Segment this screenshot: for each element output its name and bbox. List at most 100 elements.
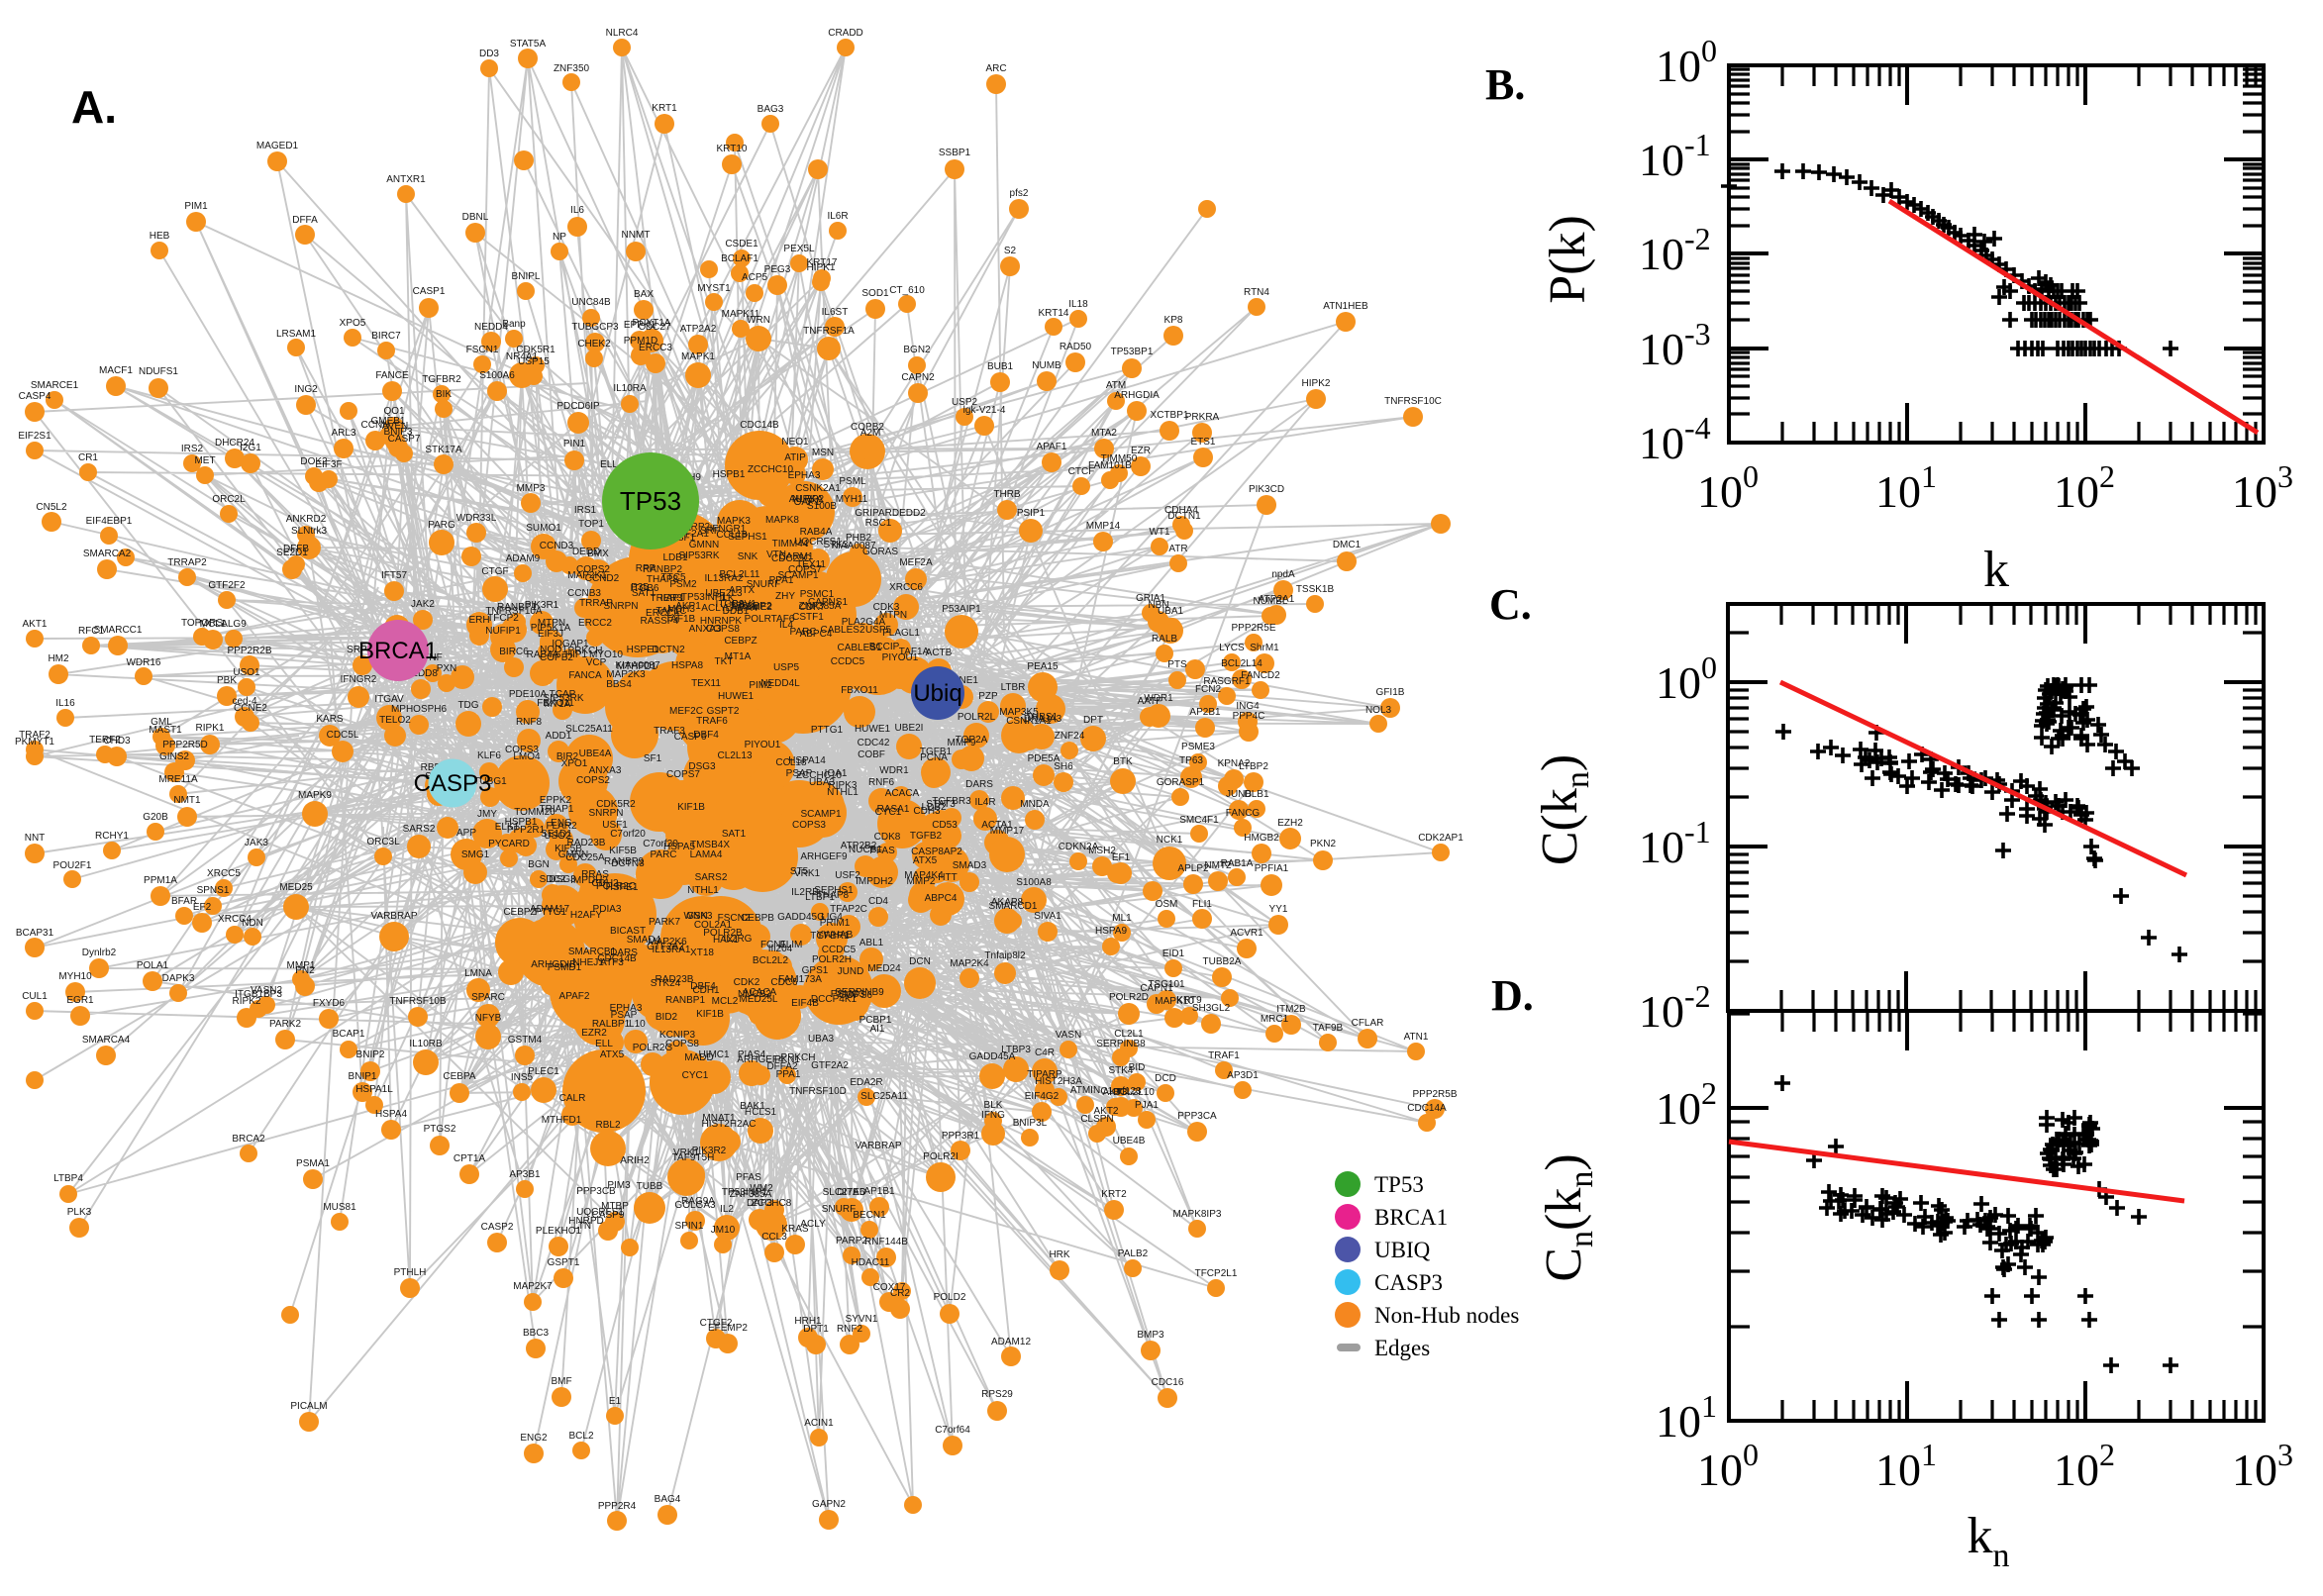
svg-text:PPM1A: PPM1A	[144, 875, 177, 886]
svg-text:GAPN2: GAPN2	[812, 1499, 846, 1510]
svg-text:LAMA4: LAMA4	[726, 603, 758, 614]
svg-text:KIF5B: KIF5B	[555, 844, 582, 854]
svg-text:CDK2: CDK2	[734, 977, 760, 988]
svg-text:VARBRAP: VARBRAP	[370, 911, 417, 922]
svg-text:THBS1: THBS1	[1026, 712, 1059, 723]
svg-text:APAF1: APAF1	[1037, 442, 1067, 452]
svg-text:GMNN: GMNN	[689, 540, 720, 550]
svg-text:UBE4B: UBE4B	[1113, 1136, 1146, 1147]
svg-text:FBXO11: FBXO11	[841, 685, 878, 696]
svg-text:MAPK8IP3: MAPK8IP3	[1173, 1209, 1222, 1220]
svg-text:MACF1: MACF1	[99, 365, 133, 376]
svg-text:BID: BID	[1129, 1062, 1146, 1073]
svg-text:IFT57: IFT57	[381, 570, 408, 581]
svg-text:Ifi204: Ifi204	[768, 944, 793, 954]
svg-text:UQCRFS1: UQCRFS1	[576, 1207, 624, 1218]
svg-text:CASP2: CASP2	[481, 1222, 514, 1233]
svg-text:NUCB2: NUCB2	[738, 989, 771, 1000]
svg-text:PJA1: PJA1	[1135, 1100, 1159, 1111]
svg-text:DCD: DCD	[1155, 1073, 1176, 1084]
svg-text:CEBPZ: CEBPZ	[724, 636, 757, 647]
svg-text:COPS7: COPS7	[666, 769, 700, 780]
svg-text:CDH3: CDH3	[913, 806, 941, 817]
svg-text:YWHAB: YWHAB	[817, 930, 854, 941]
svg-text:PPFIA1: PPFIA1	[1255, 863, 1289, 874]
svg-text:MSH3: MSH3	[667, 604, 695, 615]
svg-text:PPA1: PPA1	[769, 575, 794, 586]
svg-text:AP2B1: AP2B1	[1189, 707, 1221, 718]
svg-text:H2AFY: H2AFY	[570, 910, 603, 921]
svg-text:USP15: USP15	[518, 356, 550, 367]
svg-text:BUB1: BUB1	[987, 361, 1014, 372]
svg-text:RIPK1: RIPK1	[196, 723, 225, 734]
svg-text:HSPA4: HSPA4	[375, 1109, 407, 1120]
svg-text:GRIA1: GRIA1	[1136, 593, 1165, 604]
svg-text:EIF3F: EIF3F	[315, 459, 342, 470]
svg-text:PALB2: PALB2	[1118, 1248, 1149, 1259]
svg-text:BCAP1: BCAP1	[333, 1029, 365, 1040]
svg-text:DFFA2: DFFA2	[766, 1061, 798, 1072]
svg-text:MED25: MED25	[279, 882, 313, 893]
svg-text:ITGB8: ITGB8	[716, 599, 745, 610]
svg-text:XPO1: XPO1	[561, 758, 588, 769]
svg-text:CCNH: CCNH	[361, 420, 390, 431]
svg-text:MTA2: MTA2	[1091, 428, 1117, 439]
svg-text:XT18: XT18	[690, 948, 714, 958]
svg-text:POLR2H: POLR2H	[812, 954, 852, 965]
svg-text:CPT1A: CPT1A	[454, 1153, 486, 1164]
svg-text:FLAR2: FLAR2	[546, 821, 577, 832]
svg-text:IL16: IL16	[55, 698, 75, 709]
svg-text:10-2: 10-2	[1639, 978, 1711, 1037]
svg-text:BMP3: BMP3	[1137, 1330, 1164, 1341]
svg-text:FAM101B: FAM101B	[1088, 460, 1132, 471]
svg-text:OAP1: OAP1	[794, 497, 821, 508]
svg-text:XCTBP1: XCTBP1	[1151, 410, 1189, 421]
svg-text:HSPB1: HSPB1	[505, 817, 538, 828]
svg-text:CCDC5: CCDC5	[831, 656, 865, 667]
svg-text:CDK2AP1: CDK2AP1	[1418, 833, 1464, 844]
svg-text:PARG: PARG	[428, 520, 455, 531]
svg-text:BIR2: BIR2	[556, 751, 579, 762]
svg-text:S100A6: S100A6	[479, 370, 515, 381]
svg-text:EIF4EBP1: EIF4EBP1	[86, 516, 133, 527]
svg-text:AP3B1: AP3B1	[509, 1169, 541, 1180]
svg-text:TP53BP2: TP53BP2	[730, 601, 772, 612]
svg-text:TOPORS: TOPORS	[181, 618, 223, 629]
svg-text:IMPDH2: IMPDH2	[570, 875, 608, 886]
svg-text:NMT1: NMT1	[173, 795, 201, 806]
svg-text:TDG: TDG	[457, 700, 478, 711]
svg-text:UIMC1: UIMC1	[698, 1049, 730, 1060]
svg-text:PSAP: PSAP	[786, 768, 813, 779]
svg-text:COPS2: COPS2	[576, 564, 610, 575]
svg-text:BNIP1: BNIP1	[349, 1071, 377, 1082]
svg-text:KIAA0087: KIAA0087	[831, 541, 875, 551]
svg-text:CSNK2A1: CSNK2A1	[795, 483, 841, 494]
svg-text:A.: A.	[71, 81, 117, 133]
svg-text:CDC42: CDC42	[858, 738, 890, 748]
svg-text:GOLGA3: GOLGA3	[674, 1200, 716, 1211]
svg-text:ZNF350: ZNF350	[554, 63, 590, 74]
svg-text:ABL1: ABL1	[859, 938, 884, 948]
svg-text:BGN2: BGN2	[903, 345, 931, 355]
svg-text:HSPA5: HSPA5	[663, 842, 695, 852]
svg-text:FSCN2: FSCN2	[718, 913, 751, 924]
svg-text:TNFRSF10D: TNFRSF10D	[789, 1086, 847, 1097]
svg-text:PPP2R5B: PPP2R5B	[1412, 1089, 1457, 1100]
svg-text:PPP4C: PPP4C	[1233, 711, 1265, 722]
svg-text:COPS8: COPS8	[665, 1039, 699, 1049]
svg-text:DSG3: DSG3	[549, 874, 576, 885]
svg-text:FLIM: FLIM	[780, 940, 803, 950]
svg-text:TOP2A: TOP2A	[956, 735, 988, 746]
svg-text:RAB1A: RAB1A	[1221, 858, 1254, 869]
svg-text:ARHGEF4: ARHGEF4	[737, 1054, 784, 1065]
svg-text:ADAM17: ADAM17	[530, 904, 569, 915]
svg-text:IL10RA: IL10RA	[613, 383, 647, 394]
svg-text:G20B: G20B	[143, 812, 168, 823]
svg-text:PRKCH: PRKCH	[567, 646, 602, 656]
svg-text:TUBGCP3: TUBGCP3	[571, 322, 619, 333]
svg-text:LMNA: LMNA	[464, 968, 492, 979]
svg-text:CDK5R2: CDK5R2	[596, 799, 636, 810]
svg-text:TERF2: TERF2	[89, 735, 121, 746]
svg-text:CDC14A: CDC14A	[1407, 1103, 1447, 1114]
svg-text:EIF3J: EIF3J	[538, 629, 563, 640]
